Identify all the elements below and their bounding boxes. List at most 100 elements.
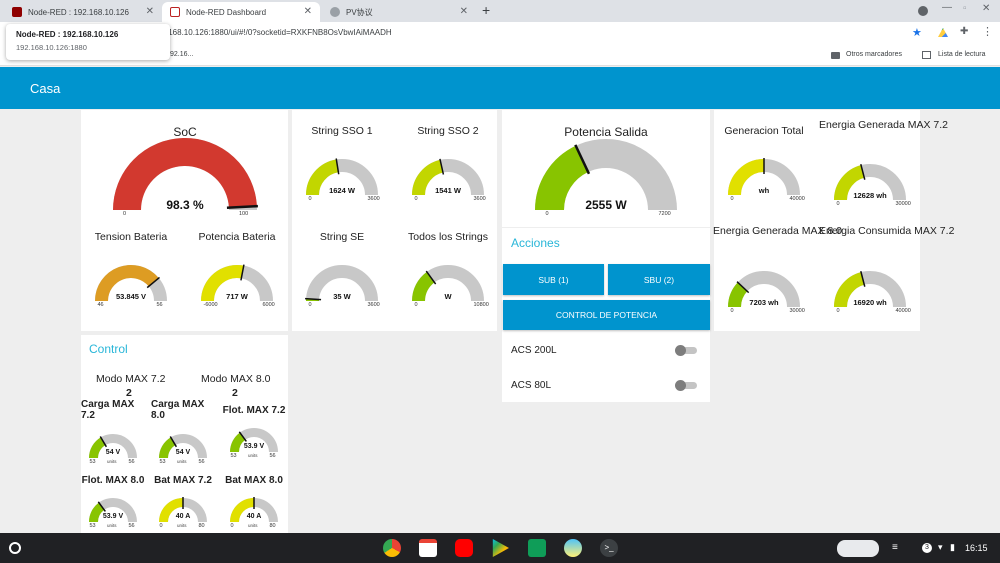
carga80-units: units bbox=[177, 459, 187, 464]
launcher-icon[interactable] bbox=[9, 542, 21, 554]
string-sso2-value: 1541 W bbox=[435, 185, 461, 195]
acs80-toggle[interactable] bbox=[675, 380, 699, 391]
string-sso1-title: String SSO 1 bbox=[311, 125, 373, 137]
google-drive-icon[interactable] bbox=[938, 28, 948, 37]
tote-thumbnail[interactable] bbox=[837, 540, 879, 557]
soc-max: 100 bbox=[239, 211, 249, 217]
carga72-min: 53 bbox=[89, 459, 96, 465]
todos-strings-title: Todos los Strings bbox=[408, 231, 488, 243]
browser-tab-strip: Node-RED : 192.168.10.126 ✕ Node-RED Das… bbox=[0, 0, 1000, 22]
potencia-salida-value: 2555 W bbox=[585, 198, 627, 212]
minimize-icon[interactable]: — bbox=[942, 2, 952, 13]
modo-72-label: Modo MAX 7.2 bbox=[96, 373, 166, 385]
string-sso2-max: 3600 bbox=[473, 196, 486, 202]
star-icon[interactable]: ★ bbox=[912, 27, 922, 39]
extensions-icon[interactable]: ✚ bbox=[960, 26, 969, 37]
string-se-value: 35 W bbox=[333, 291, 351, 301]
more-vert-icon[interactable]: ⋮ bbox=[982, 26, 993, 38]
other-bookmarks[interactable]: Otros marcadores bbox=[846, 51, 903, 58]
tab-node-red-dashboard[interactable]: Node-RED Dashboard ✕ bbox=[162, 2, 320, 22]
sub-button[interactable]: SUB (1) bbox=[503, 264, 604, 295]
bat72-min: 0 bbox=[159, 523, 163, 529]
potencia-salida-min: 0 bbox=[545, 211, 549, 217]
bookmarks-bar: 92.16... Otros marcadores Lista de lectu… bbox=[0, 44, 1000, 66]
tab-search-icon[interactable] bbox=[918, 6, 928, 16]
energia-cons-72-max: 40000 bbox=[895, 308, 911, 314]
folder-icon bbox=[831, 52, 840, 59]
clipboard-icon[interactable]: ≡ bbox=[892, 542, 898, 553]
generacion-total-title: Generacion Total bbox=[724, 125, 804, 137]
bat72-value: 40 A bbox=[175, 513, 191, 520]
carga72-units: units bbox=[107, 459, 117, 464]
bookmark-item[interactable]: 92.16... bbox=[170, 51, 194, 58]
control-potencia-button[interactable]: CONTROL DE POTENCIA bbox=[503, 300, 710, 330]
carga80-value: 54 V bbox=[175, 449, 191, 456]
tab-pv[interactable]: PV协议 ✕ bbox=[322, 2, 476, 22]
notification-count[interactable]: 3 bbox=[922, 543, 932, 553]
energia-gen-80-min: 0 bbox=[730, 308, 734, 314]
flot80-min: 53 bbox=[89, 523, 96, 529]
close-icon[interactable]: ✕ bbox=[145, 6, 154, 17]
energia-cons-72-title: Energia Consumida MAX 7.2 bbox=[819, 225, 955, 237]
sbu-button[interactable]: SBU (2) bbox=[608, 264, 710, 295]
clock[interactable]: 16:15 bbox=[965, 543, 988, 553]
string-se-max: 3600 bbox=[367, 302, 380, 308]
battery-icon[interactable]: ▮ bbox=[950, 542, 955, 552]
reading-list-icon bbox=[922, 51, 931, 59]
potencia-salida-title: Potencia Salida bbox=[564, 125, 648, 139]
string-sso1-min: 0 bbox=[308, 196, 312, 202]
close-icon[interactable]: ✕ bbox=[303, 6, 312, 17]
soc-value: 98.3 % bbox=[166, 198, 204, 212]
gmail-icon[interactable] bbox=[419, 539, 437, 557]
tab-label: Node-RED Dashboard bbox=[186, 7, 267, 17]
potencia-bateria-value: 717 W bbox=[226, 291, 248, 301]
carga72-value: 54 V bbox=[105, 449, 121, 456]
flot72-min: 53 bbox=[230, 453, 237, 459]
flot80-title: Flot. MAX 8.0 bbox=[81, 475, 145, 486]
carga80-title: Carga MAX 8.0 bbox=[151, 399, 205, 421]
energia-gen-72-value: 12628 wh bbox=[853, 190, 887, 200]
youtube-icon[interactable] bbox=[455, 539, 473, 557]
acs200-label: ACS 200L bbox=[511, 345, 557, 356]
play-store-icon[interactable] bbox=[492, 539, 509, 557]
tab-node-red[interactable]: Node-RED : 192.168.10.126 ✕ bbox=[4, 2, 162, 22]
bat80-value: 40 A bbox=[246, 513, 262, 520]
bat80-max: 80 bbox=[269, 523, 276, 529]
close-window-icon[interactable]: ✕ bbox=[982, 3, 991, 14]
generacion-total-value: wh bbox=[758, 185, 770, 195]
generacion-total-min: 0 bbox=[730, 196, 734, 202]
flot72-max: 56 bbox=[269, 453, 276, 459]
tension-bateria-value: 53.845 V bbox=[115, 291, 147, 301]
potencia-bateria-max: 6000 bbox=[262, 302, 275, 308]
sheets-icon[interactable] bbox=[528, 539, 546, 557]
address-bar: .168.10.126:1880/ui/#!/0?socketid=RXKFNB… bbox=[0, 22, 1000, 44]
control-card bbox=[81, 335, 288, 533]
acs200-toggle[interactable] bbox=[675, 345, 699, 356]
energia-gen-72-title: Energia Generada MAX 7.2 bbox=[819, 119, 948, 131]
bat72-units: units bbox=[177, 523, 187, 528]
potencia-salida-max: 7200 bbox=[658, 211, 671, 217]
toggle-knob bbox=[675, 380, 686, 391]
tooltip-title: Node-RED : 192.168.10.126 bbox=[16, 30, 119, 39]
new-tab-button[interactable]: + bbox=[482, 2, 491, 18]
todos-strings-min: 0 bbox=[414, 302, 418, 308]
chrome-icon[interactable] bbox=[383, 539, 401, 557]
string-sso1-max: 3600 bbox=[367, 196, 380, 202]
carga80-max: 56 bbox=[198, 459, 205, 465]
wifi-icon[interactable]: ▾ bbox=[938, 542, 943, 552]
string-se-min: 0 bbox=[308, 302, 312, 308]
weather-icon[interactable] bbox=[564, 539, 582, 557]
flot72-value: 53.9 V bbox=[243, 443, 265, 450]
energia-gen-80-value: 7203 wh bbox=[749, 297, 779, 307]
acciones-title: Acciones bbox=[511, 236, 560, 250]
flot80-max: 56 bbox=[128, 523, 135, 529]
reading-list[interactable]: Lista de lectura bbox=[938, 51, 986, 58]
restore-icon[interactable]: ▫ bbox=[963, 3, 967, 14]
terminal-icon[interactable]: >_ bbox=[600, 539, 618, 557]
bat80-units: units bbox=[248, 523, 258, 528]
url-text[interactable]: .168.10.126:1880/ui/#!/0?socketid=RXKFNB… bbox=[166, 28, 392, 37]
close-icon[interactable]: ✕ bbox=[459, 6, 468, 17]
energia-gen-72-max: 30000 bbox=[895, 201, 911, 207]
tab-hover-tooltip: Node-RED : 192.168.10.126 192.168.10.126… bbox=[6, 24, 170, 60]
tension-bateria-max: 56 bbox=[156, 302, 163, 308]
